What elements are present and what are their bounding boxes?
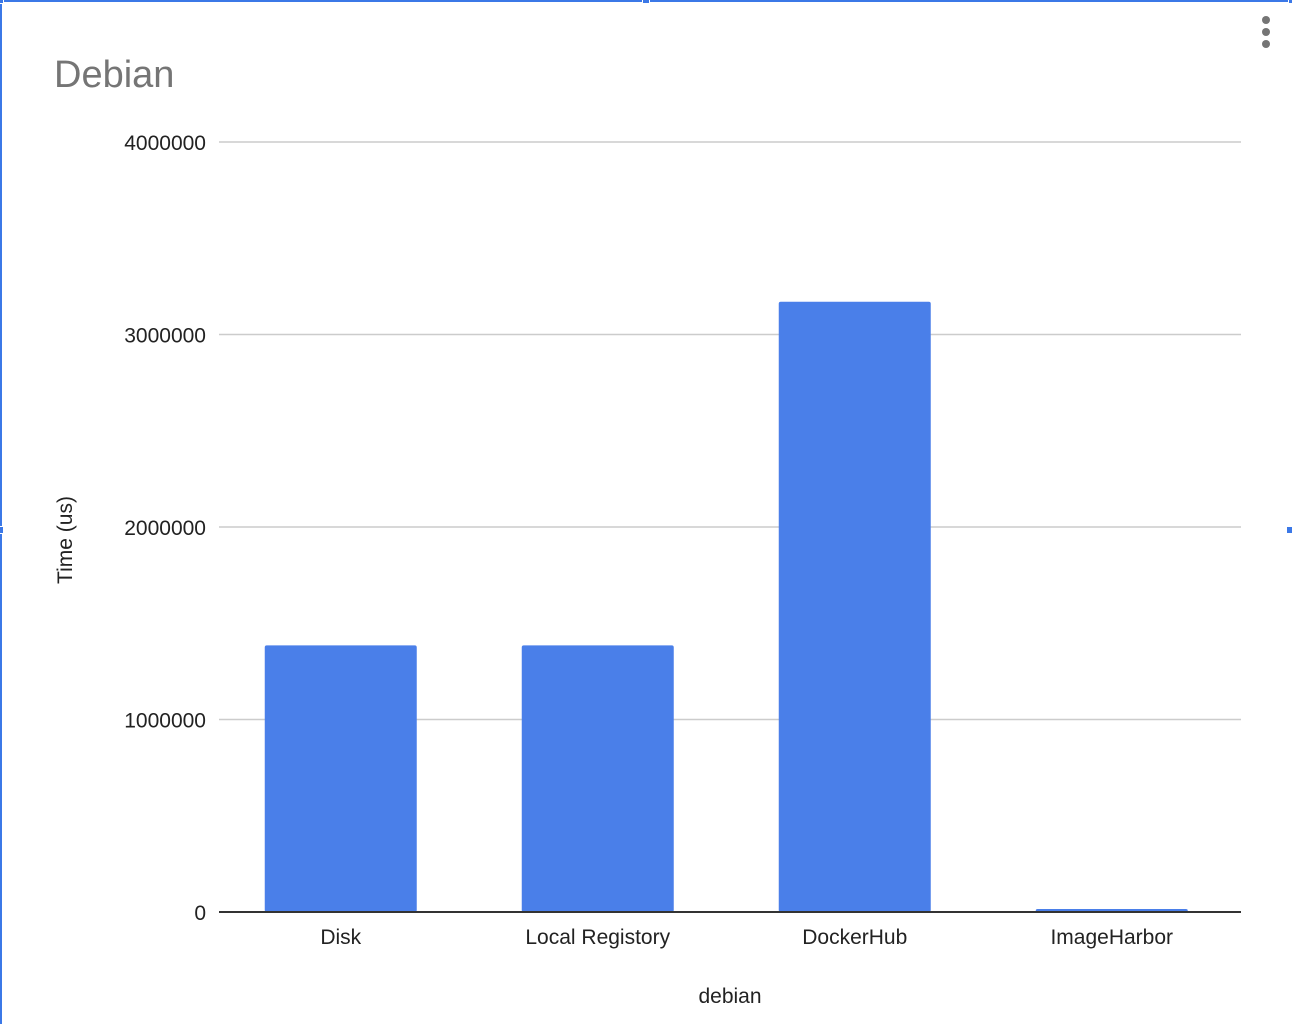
resize-handle-top-left[interactable] (0, 0, 4, 4)
resize-handle-middle-right[interactable] (1286, 526, 1292, 534)
bars (264, 301, 1188, 912)
chart-menu-button[interactable] (1254, 16, 1278, 52)
resize-handle-top-right[interactable] (1288, 0, 1292, 4)
gridlines (219, 141, 1241, 721)
x-tick-label: DockerHub (802, 926, 907, 949)
y-tick-label: 3000000 (124, 325, 206, 348)
y-tick-label: 4000000 (124, 132, 206, 155)
x-tick-label: Disk (320, 926, 361, 949)
x-tick-label: ImageHarbor (1050, 926, 1173, 949)
x-tick-label: Local Registory (525, 926, 670, 949)
y-tick-label: 2000000 (124, 517, 206, 540)
y-axis-ticks: 0 1000000 2000000 3000000 4000000 (124, 132, 206, 925)
resize-handle-top-middle[interactable] (642, 0, 650, 4)
chart-title: Debian (54, 54, 174, 96)
bar-disk[interactable] (264, 645, 417, 912)
bar-local-registory[interactable] (521, 645, 674, 912)
y-tick-label: 1000000 (124, 710, 206, 733)
y-axis-label: Time (us) (54, 496, 77, 584)
x-axis-label: debian (698, 985, 761, 1008)
bar-dockerhub[interactable] (778, 301, 931, 912)
x-axis-ticks: Disk Local Registory DockerHub ImageHarbor (320, 926, 1173, 949)
y-tick-label: 0 (194, 902, 206, 925)
resize-handle-middle-left[interactable] (0, 526, 4, 534)
more-vert-icon (1262, 16, 1270, 24)
